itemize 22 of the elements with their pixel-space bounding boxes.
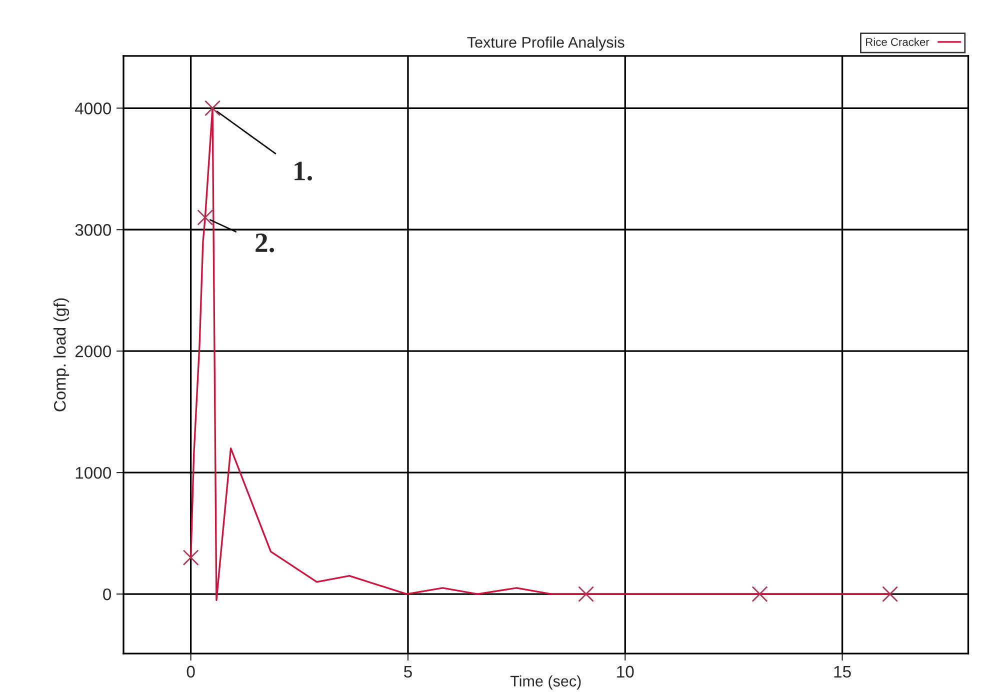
y-tick-label: 4000 (75, 102, 112, 114)
point (882, 586, 898, 602)
line-series (190, 107, 891, 601)
y-tick-label: 3000 (75, 224, 112, 236)
chart-title: Texture Profile Analysis (467, 36, 624, 51)
point (182, 550, 199, 566)
annotation: 1. (294, 162, 312, 181)
x-tick-label: 0 (186, 666, 195, 678)
y-axis-title: Comp. load (gf) (54, 298, 70, 412)
x-tick-label: 5 (404, 666, 412, 678)
x-axis-title: Time (sec) (510, 675, 581, 690)
point (752, 586, 768, 602)
point (578, 586, 594, 602)
y-tick-label: 0 (103, 588, 112, 600)
point (204, 100, 221, 116)
annotation: 2. (256, 234, 274, 252)
x-tick-label: 10 (617, 666, 634, 678)
y-tick-label: 1000 (76, 466, 112, 479)
y-tick-label: 2000 (75, 346, 112, 358)
point (197, 210, 214, 226)
x-tick-label: 15 (834, 666, 851, 678)
legend-label: Rice Cracker (866, 38, 930, 46)
